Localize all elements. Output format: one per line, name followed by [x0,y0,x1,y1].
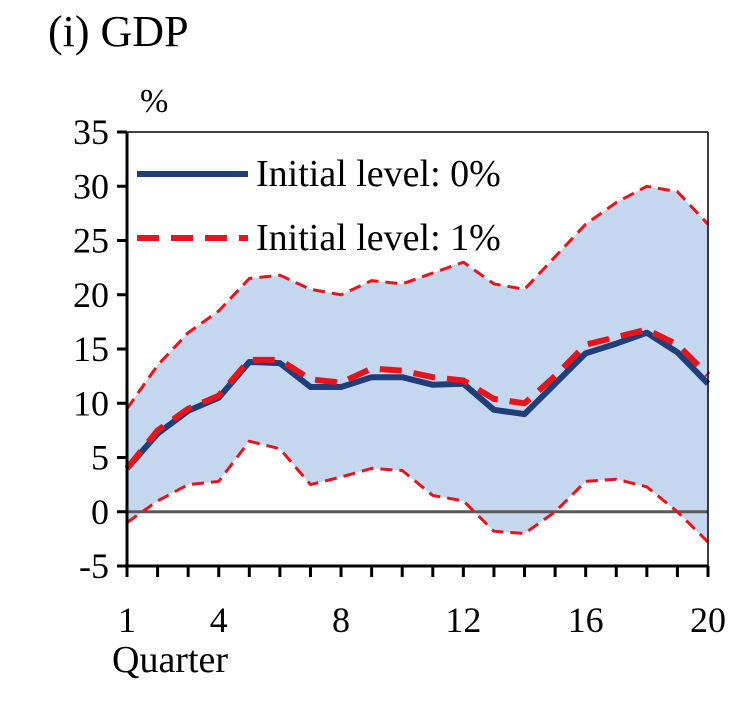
x-tick-label: 20 [690,600,726,640]
y-tick-label: 15 [73,329,109,369]
x-tick-label: 4 [210,600,228,640]
series-line-2 [125,184,710,410]
y-tick-label: 0 [91,492,109,532]
y-tick-label: 25 [73,221,109,261]
y-tick-label: 30 [73,166,109,206]
series-line-0 [124,329,711,471]
y-tick-label: 10 [73,383,109,423]
plot-area: 35 30 25 20 15 10 5 0 -51 4 8 12 16 20 Initial level: … [73,112,726,640]
y-tick-label: 20 [73,275,109,315]
legend-label-1: Initial level: 1% [256,217,501,259]
series-line-1 [124,326,711,471]
y-tick-label: 5 [91,438,109,478]
x-tick-label: 16 [568,600,604,640]
x-axis-label: Quarter [112,639,228,681]
x-tick-label: 8 [332,600,350,640]
legend-label-0: Initial level: 0% [256,153,501,195]
x-tick-label: 1 [118,600,136,640]
y-tick-label: -5 [79,546,109,586]
series-line-3 [126,439,710,544]
chart-title: (i) GDP [48,7,189,56]
y-axis-unit: % [140,83,168,120]
x-tick-label: 12 [445,600,481,640]
y-tick-label: 35 [73,112,109,152]
confidence-band [127,186,708,543]
